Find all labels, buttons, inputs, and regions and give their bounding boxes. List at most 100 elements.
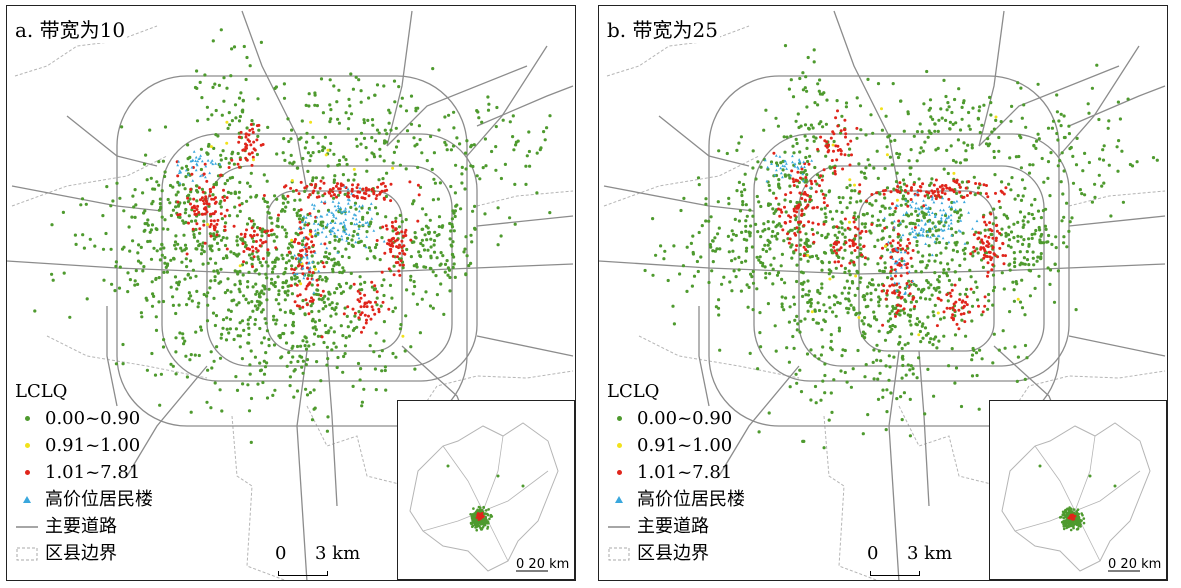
residential-marker (950, 233, 954, 237)
low-lclq-point (166, 197, 170, 202)
main-road (718, 365, 800, 477)
low-lclq-point (286, 293, 290, 297)
inset-point (1064, 509, 1068, 512)
low-lclq-point (1056, 164, 1060, 168)
low-lclq-point (278, 308, 282, 312)
low-lclq-point (1067, 132, 1071, 136)
high-lclq-point (934, 178, 938, 182)
low-lclq-point (136, 259, 141, 263)
low-lclq-point (920, 130, 924, 134)
mid-lclq-point (857, 316, 861, 319)
low-lclq-point (991, 361, 995, 365)
low-lclq-point (808, 154, 812, 158)
low-lclq-point (280, 253, 284, 257)
low-lclq-point (316, 261, 320, 265)
high-lclq-point (364, 321, 368, 325)
low-lclq-point (1046, 176, 1050, 180)
low-lclq-point (126, 290, 130, 294)
low-lclq-point (226, 277, 230, 281)
high-lclq-point (922, 204, 926, 208)
low-lclq-point (511, 114, 515, 118)
high-lclq-point (387, 267, 391, 271)
low-lclq-point (1001, 329, 1005, 333)
low-lclq-point (863, 225, 867, 229)
residential-marker (195, 163, 199, 167)
high-lclq-point (317, 195, 321, 199)
low-lclq-point (88, 237, 92, 241)
low-lclq-point (363, 244, 367, 248)
inset-point (1069, 528, 1073, 532)
residential-marker (903, 250, 907, 254)
high-lclq-point (197, 210, 201, 214)
high-lclq-point (953, 283, 957, 287)
low-lclq-point (398, 327, 402, 331)
low-lclq-point (437, 233, 441, 237)
low-lclq-point (300, 218, 305, 222)
low-lclq-point (188, 276, 193, 280)
high-lclq-point (397, 246, 400, 250)
residential-marker (315, 215, 319, 219)
residential-marker (214, 162, 217, 165)
inset-point (1075, 523, 1079, 527)
low-lclq-point (256, 97, 260, 101)
high-lclq-point (844, 241, 848, 245)
mid-lclq-point (831, 143, 835, 147)
high-lclq-point (806, 203, 810, 207)
low-lclq-point (859, 247, 863, 251)
residential-marker (357, 227, 361, 230)
low-lclq-point (989, 101, 993, 105)
residential-marker (316, 222, 320, 226)
low-lclq-point (381, 177, 385, 181)
low-lclq-point (467, 264, 471, 268)
low-lclq-point (821, 379, 825, 383)
low-lclq-point (1038, 228, 1042, 232)
residential-marker (945, 216, 948, 220)
low-lclq-point (304, 347, 309, 351)
low-lclq-point (210, 366, 214, 370)
low-lclq-point (830, 348, 834, 352)
residential-marker (808, 186, 812, 189)
low-lclq-point (207, 204, 211, 208)
low-lclq-point (360, 288, 364, 292)
residential-marker (911, 230, 914, 233)
low-lclq-point (877, 283, 881, 287)
low-lclq-point (827, 418, 831, 422)
low-lclq-point (110, 282, 114, 286)
district-boundary (603, 155, 760, 207)
residential-marker (894, 269, 898, 273)
residential-marker (302, 255, 305, 259)
low-lclq-point (382, 278, 386, 282)
low-lclq-point (799, 390, 804, 394)
high-lclq-point (919, 189, 923, 193)
high-lclq-point (259, 238, 263, 242)
low-lclq-point (336, 117, 340, 121)
high-lclq-point (896, 241, 900, 245)
low-lclq-point (470, 240, 474, 244)
high-lclq-point (832, 149, 835, 153)
low-lclq-point (328, 292, 332, 296)
low-lclq-point (184, 207, 188, 212)
low-lclq-point (1021, 242, 1025, 246)
low-lclq-point (1052, 300, 1057, 304)
high-lclq-point (338, 191, 342, 194)
low-lclq-point (949, 207, 953, 211)
low-lclq-point (1019, 166, 1023, 170)
low-lclq-point (281, 151, 285, 155)
low-lclq-point (1037, 137, 1041, 141)
high-lclq-point (986, 274, 989, 278)
high-lclq-point (251, 245, 254, 249)
low-lclq-point (869, 298, 873, 302)
low-lclq-point (730, 229, 734, 233)
low-lclq-point (394, 145, 399, 149)
low-lclq-point (383, 128, 387, 132)
low-lclq-point (382, 320, 386, 324)
residential-marker (356, 233, 360, 236)
high-lclq-point (258, 226, 262, 230)
low-lclq-point (1018, 210, 1023, 214)
low-lclq-point (85, 297, 89, 301)
low-lclq-point (768, 272, 772, 276)
high-lclq-point (985, 255, 989, 258)
residential-marker (341, 229, 345, 233)
low-lclq-point (740, 193, 744, 198)
high-lclq-point (896, 309, 900, 313)
